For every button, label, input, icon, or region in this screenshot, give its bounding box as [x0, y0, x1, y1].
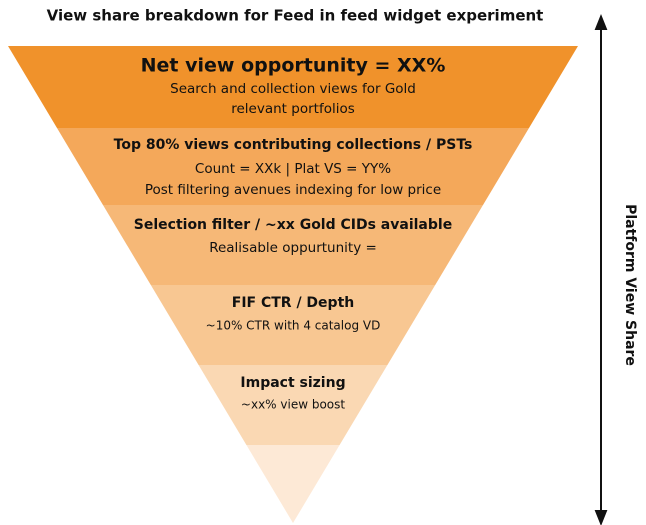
- level-heading: Selection filter / ~xx Gold CIDs availab…: [134, 217, 452, 233]
- level-heading: Impact sizing: [240, 375, 345, 391]
- level-line: Count = XXk | Plat VS = YY%: [195, 161, 391, 177]
- level-heading: FIF CTR / Depth: [232, 295, 354, 311]
- funnel: [8, 46, 578, 523]
- band: [8, 128, 578, 205]
- level-line: Realisable oppurtunity =: [209, 240, 377, 256]
- level-heading: Top 80% views contributing collections /…: [114, 137, 473, 153]
- level-line: Post filtering avenues indexing for low …: [145, 182, 441, 198]
- side-label: Platform View Share: [622, 204, 638, 366]
- level-heading: Net view opportunity = XX%: [141, 55, 446, 77]
- level-line: Search and collection views for Gold: [170, 81, 416, 97]
- level-line: ~10% CTR with 4 catalog VD: [206, 319, 381, 333]
- level-line: ~xx% view boost: [241, 398, 345, 412]
- band: [8, 445, 578, 523]
- band: [8, 46, 578, 128]
- title: View share breakdown for Feed in feed wi…: [47, 7, 544, 25]
- level-line: relevant portfolios: [231, 101, 355, 117]
